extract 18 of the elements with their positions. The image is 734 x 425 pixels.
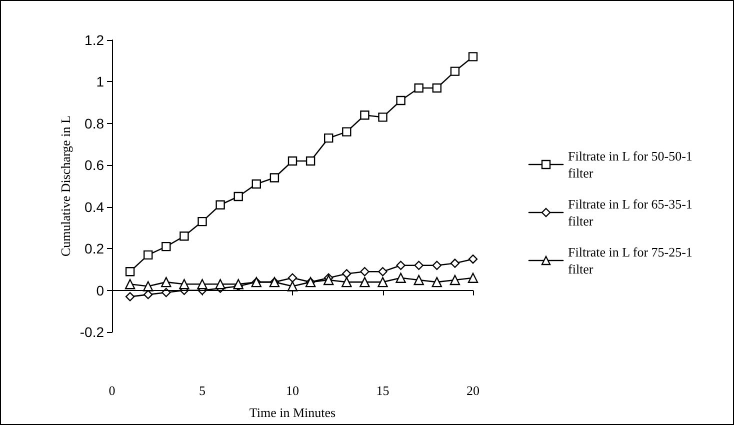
legend-label: Filtrate in L for 75-25-1 filter [568, 244, 696, 276]
x-tick-label: 20 [466, 383, 480, 398]
y-tick-label: 0.8 [84, 115, 104, 132]
x-tick-label: 0 [108, 383, 116, 398]
y-tick-label: 1 [96, 74, 104, 90]
y-tick-label: 0.4 [84, 198, 104, 215]
y-tick-label: 1.2 [84, 32, 104, 48]
x-tick-label: 15 [376, 383, 390, 398]
x-tick-label: 10 [286, 383, 299, 398]
y-tick-label: 0 [96, 282, 104, 298]
x-tick-label: 5 [199, 383, 206, 398]
x-axis-title: Time in Minutes [249, 405, 336, 420]
y-axis-title: Cumulative Discharge in L [58, 116, 73, 257]
y-tick-label: -0.2 [80, 324, 104, 340]
y-tick-label: 0.2 [84, 240, 104, 257]
legend-label: Filtrate in L for 50-50-1 filter [568, 148, 696, 180]
legend-label: Filtrate in L for 65-35-1 filter [568, 196, 696, 228]
y-tick-label: 0.6 [84, 157, 104, 174]
